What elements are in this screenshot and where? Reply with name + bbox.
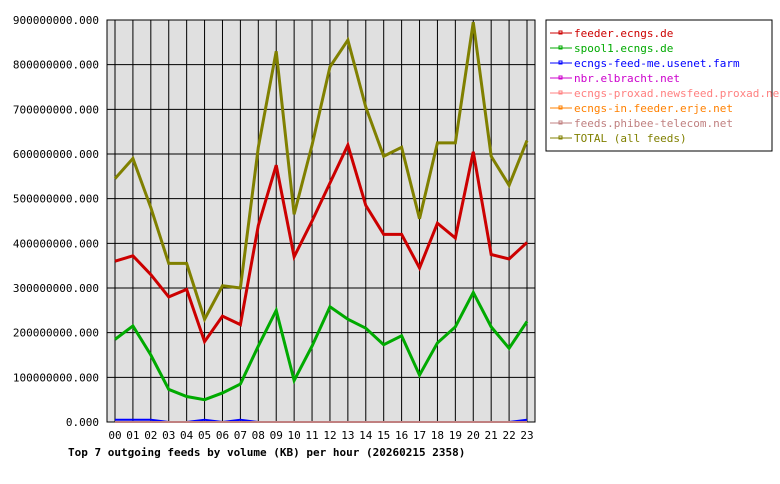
x-tick-label: 21	[485, 429, 498, 442]
y-tick-label: 900000000.000	[13, 14, 99, 27]
chart-title: Top 7 outgoing feeds by volume (KB) per …	[68, 446, 465, 459]
x-tick-label: 14	[359, 429, 373, 442]
x-tick-label: 22	[502, 429, 515, 442]
x-tick-label: 06	[216, 429, 229, 442]
y-tick-label: 400000000.000	[13, 237, 99, 250]
x-tick-label: 20	[467, 429, 480, 442]
legend-label: ecngs-proxad.newsfeed.proxad.net	[574, 87, 780, 100]
x-tick-label: 12	[323, 429, 336, 442]
x-tick-label: 01	[126, 429, 139, 442]
y-axis: 0.000 100000000.000 200000000.000 300000000…	[13, 14, 99, 429]
x-tick-label: 23	[520, 429, 533, 442]
x-tick-label: 18	[431, 429, 444, 442]
legend-label: spool1.ecngs.de	[574, 42, 673, 55]
x-tick-label: 02	[144, 429, 157, 442]
x-tick-label: 07	[234, 429, 247, 442]
x-tick-label: 00	[108, 429, 121, 442]
y-tick-label: 300000000.000	[13, 282, 99, 295]
x-tick-label: 16	[395, 429, 408, 442]
y-tick-label: 0.000	[66, 416, 99, 429]
legend-label: ecngs-in.feeder.erje.net	[574, 102, 733, 115]
x-tick-label: 09	[270, 429, 283, 442]
y-tick-label: 500000000.000	[13, 193, 99, 206]
legend: feeder.ecngs.de spool1.ecngs.de ecngs-feed…	[546, 20, 780, 151]
x-tick-label: 11	[305, 429, 318, 442]
y-tick-label: 700000000.000	[13, 103, 99, 116]
legend-label: ecngs-feed-me.usenet.farm	[574, 57, 740, 70]
y-tick-label: 100000000.000	[13, 371, 99, 384]
x-tick-label: 03	[162, 429, 175, 442]
y-tick-label: 800000000.000	[13, 59, 99, 72]
x-tick-label: 19	[449, 429, 462, 442]
legend-label: feeds.phibee-telecom.net	[574, 117, 733, 130]
legend-label: TOTAL (all feeds)	[574, 132, 687, 145]
plot-background	[107, 20, 535, 422]
y-tick-label: 600000000.000	[13, 148, 99, 161]
x-tick-label: 15	[377, 429, 390, 442]
x-tick-label: 10	[288, 429, 301, 442]
x-tick-label: 13	[341, 429, 354, 442]
legend-label: feeder.ecngs.de	[574, 27, 673, 40]
x-tick-label: 08	[252, 429, 265, 442]
x-tick-label: 05	[198, 429, 211, 442]
y-tick-label: 200000000.000	[13, 327, 99, 340]
x-tick-label: 17	[413, 429, 426, 442]
x-axis: 00 01 02 03 04 05 06 07 08 09 10 11 12 13 14 15 16 17 18 19…	[108, 429, 533, 442]
legend-label: nbr.elbracht.net	[574, 72, 680, 85]
x-tick-label: 04	[180, 429, 194, 442]
